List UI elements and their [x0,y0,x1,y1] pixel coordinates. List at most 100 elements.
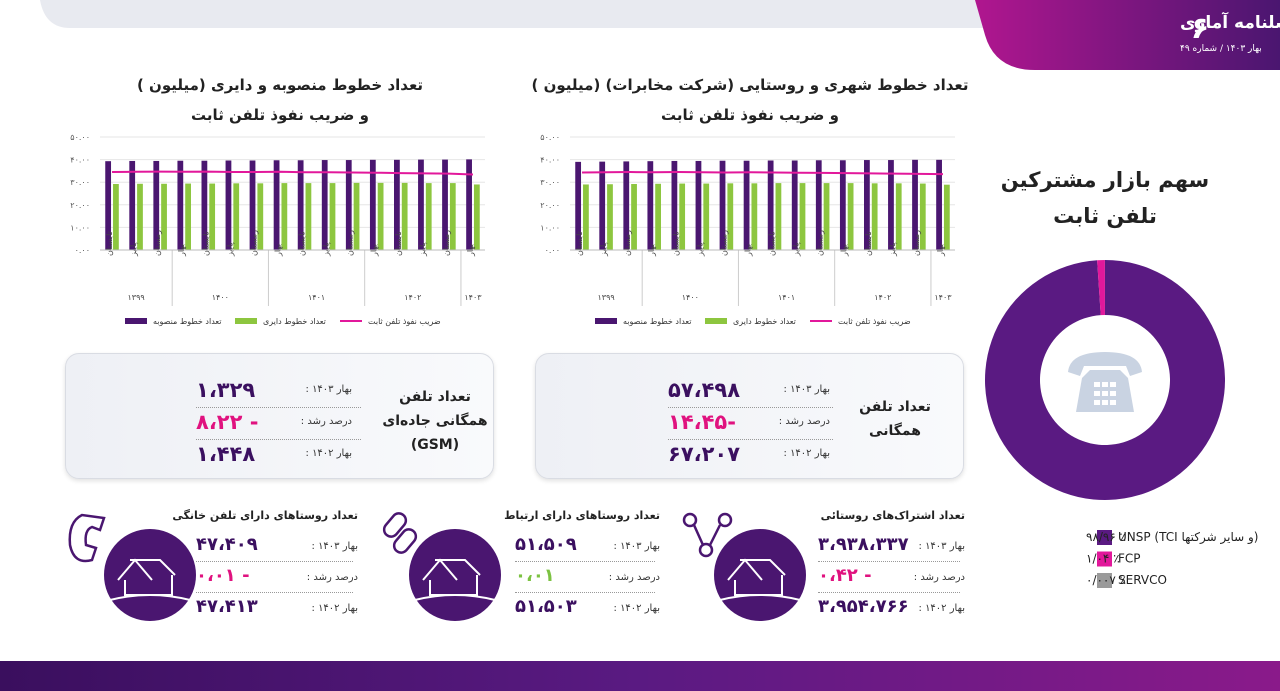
bar [895,183,902,250]
bar [353,182,360,250]
value-label: ٪ ۹۸/۹۶ [1086,530,1126,544]
legend-label: UNSP (TCI و سایر شرکتها) [1118,530,1258,545]
x-tick-label: تابستان [105,231,114,256]
bar [153,160,160,250]
x-tick-label: زمستان [442,230,451,256]
x-group-label: ۱۴۰۲ [874,293,891,302]
bar [623,161,630,250]
block-title: تعداد روستاهای دارای تلفن خانگی [172,509,358,522]
bar [871,183,878,250]
header-title: فصلنامه آماری [1180,11,1280,33]
x-tick-label: زمستان [816,230,825,256]
row-separator [515,561,655,562]
bar [575,161,582,250]
x-group-label: ۱۴۰۰ [212,293,229,302]
x-tick-label: زمستان [623,230,632,256]
legend-label: تعداد خطوط منصوبه [623,317,691,326]
bar [671,160,678,250]
y-tick-label: ۵۰.۰۰ [70,133,90,142]
bar [583,184,589,250]
bar [719,160,726,250]
bar [377,182,384,250]
y-tick-label: ۰.۰۰ [545,246,560,255]
bar [599,161,606,250]
bar [823,183,830,250]
bar [839,160,846,250]
row-label: بهار ۱۴۰۳ : [918,541,966,552]
row-separator [818,592,960,593]
y-tick-label: ۵۰.۰۰ [540,133,560,142]
footer-band [0,661,1280,691]
x-tick-label: زمستان [912,230,921,256]
x-tick-label: زمستان [719,230,728,256]
x-group-label: ۱۴۰۱ [778,293,795,302]
bar [888,160,894,250]
bar [129,160,136,250]
legend-label: تعداد خطوط منصوبه [153,317,221,326]
row-value: ۳،۹۳۸،۳۳۷ [818,534,909,555]
bar [473,184,480,250]
row-value: -۱۴،۴۵ [668,410,736,434]
legend-swatch [705,318,727,324]
bar [113,184,119,250]
row-value: - ۰،۰۱ [196,565,250,586]
row-value: - ۰،۴۲ [818,565,872,586]
row-label: درصد رشد : [300,416,352,427]
card [535,353,964,479]
bar [815,160,822,250]
card [65,353,494,479]
header-subtitle: بهار ۱۴۰۳ / شماره ۴۹ [1180,44,1262,54]
bar [631,184,637,250]
bar [449,183,456,250]
chart-title: تعداد خطوط منصوبه و دایری (میلیون ) [137,76,423,94]
row-separator [196,439,361,440]
x-group-label: ۱۳۹۹ [128,293,145,302]
legend-label: تعداد خطوط دایری [733,317,796,326]
donut-title: سهم بازار مشترکین [1000,168,1210,192]
bar [297,160,304,250]
row-label: درصد رشد : [608,572,660,583]
bar [329,183,336,250]
bar [137,183,143,250]
row-separator [818,561,960,562]
row-label: بهار ۱۴۰۲ : [783,448,831,459]
value-label: ٪ ۱/۰۴ [1086,552,1120,566]
header-band [40,0,985,28]
chart-subtitle: و ضریب نفوذ تلفن ثابت [191,106,369,124]
bar [442,159,448,250]
x-tick-label: تابستان [671,231,680,256]
bar [233,183,240,250]
x-tick-label: تابستان [575,231,584,256]
legend-label: ضریب نفوذ تلفن ثابت [368,317,441,326]
bar [209,183,216,250]
row-label: بهار ۱۴۰۳ : [783,384,831,395]
row-separator [668,439,833,440]
y-tick-label: ۳۰.۰۰ [540,178,560,187]
y-tick-label: ۲۰.۰۰ [540,201,560,210]
row-separator [196,592,353,593]
donut-subtitle: تلفن ثابت [1053,204,1157,228]
y-tick-label: ۱۰.۰۰ [540,223,560,232]
x-tick-label: زمستان [346,230,355,256]
row-value: ۶۷،۲۰۷ [668,442,741,466]
legend-label: تعداد خطوط دایری [263,317,326,326]
bar [799,183,806,250]
row-value: ۵۱،۵۰۹ [515,534,577,555]
x-group-label: ۱۴۰۳ [464,293,482,302]
bar [466,159,472,250]
header-logo-band [975,0,1280,70]
row-label: درصد رشد : [778,416,830,427]
row-value: ۱،۴۴۸ [196,442,256,466]
row-value: ۳،۹۵۴،۷۶۶ [818,596,909,617]
row-separator [515,592,655,593]
y-tick-label: ۰.۰۰ [75,246,90,255]
bar [257,183,264,250]
bar [703,183,710,250]
row-separator [196,407,361,408]
bar [679,183,686,250]
value-label: ٪ ۰/۰۰۷ [1086,573,1126,587]
bar [105,161,112,250]
x-tick-label: زمستان [153,230,162,256]
row-separator [196,561,353,562]
